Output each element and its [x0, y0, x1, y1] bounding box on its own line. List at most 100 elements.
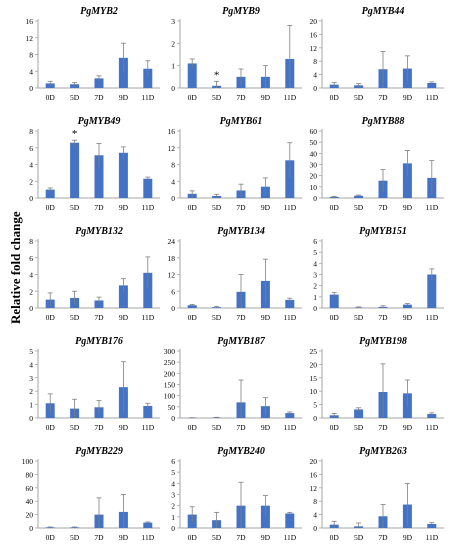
x-tick-label: 9D: [119, 93, 129, 102]
y-tick-label: 2: [171, 502, 175, 511]
x-tick-label: 9D: [403, 533, 413, 542]
y-tick-label: 5: [29, 347, 33, 356]
y-tick-label: 6: [29, 254, 33, 263]
chart-title: PgMYB176: [75, 336, 123, 347]
bar: [143, 523, 152, 528]
y-tick-label: 2: [313, 282, 317, 291]
y-tick-label: 6: [171, 287, 175, 296]
x-tick-label: 9D: [119, 203, 129, 212]
y-tick-label: 6: [29, 144, 33, 153]
y-tick-label: 0: [313, 84, 317, 93]
x-tick-label: 11D: [141, 533, 154, 542]
x-tick-label: 7D: [378, 313, 388, 322]
chart-title: PgMYB229: [75, 446, 123, 457]
x-tick-label: 9D: [261, 313, 271, 322]
y-tick-label: 15: [310, 374, 318, 383]
y-tick-label: 12: [26, 34, 34, 43]
x-tick-label: 11D: [283, 533, 296, 542]
y-tick-label: 150: [164, 381, 176, 390]
y-tick-label: 1: [171, 62, 175, 71]
x-tick-label: 9D: [261, 533, 271, 542]
y-tick-label: 4: [29, 360, 33, 369]
y-tick-label: 16: [26, 17, 34, 26]
x-tick-label: 11D: [283, 313, 296, 322]
y-tick-label: 300: [164, 347, 176, 356]
x-tick-label: 0D: [46, 313, 56, 322]
x-tick-label: 0D: [330, 533, 340, 542]
y-tick-label: 12: [168, 144, 176, 153]
x-tick-label: 7D: [378, 423, 388, 432]
x-tick-label: 7D: [378, 93, 388, 102]
x-tick-label: 0D: [330, 93, 340, 102]
x-tick-label: 11D: [283, 423, 296, 432]
x-tick-label: 7D: [236, 533, 246, 542]
y-tick-label: 8: [171, 161, 175, 170]
x-tick-label: 11D: [141, 203, 154, 212]
x-tick-label: 7D: [236, 93, 246, 102]
y-tick-label: 12: [310, 44, 318, 53]
y-tick-label: 2: [29, 387, 33, 396]
y-tick-label: 20: [310, 457, 318, 466]
chart-title: PgMYB49: [78, 116, 121, 127]
y-tick-label: 2: [171, 39, 175, 48]
y-tick-label: 16: [310, 470, 318, 479]
y-tick-label: 5: [313, 248, 317, 257]
y-tick-label: 0: [313, 304, 317, 313]
x-tick-label: 7D: [94, 203, 104, 212]
y-tick-label: 0: [313, 524, 317, 533]
y-tick-label: 4: [29, 161, 33, 170]
x-tick-label: 0D: [330, 313, 340, 322]
x-tick-label: 11D: [283, 93, 296, 102]
x-tick-label: 0D: [188, 203, 198, 212]
y-tick-label: 8: [313, 57, 317, 66]
x-tick-label: 5D: [354, 423, 364, 432]
y-tick-label: 20: [310, 17, 318, 26]
x-tick-label: 9D: [403, 423, 413, 432]
y-tick-label: 4: [29, 271, 33, 280]
y-tick-label: 0: [29, 194, 33, 203]
x-tick-label: 11D: [425, 93, 438, 102]
x-tick-label: 11D: [425, 313, 438, 322]
y-tick-label: 3: [313, 271, 317, 280]
x-tick-label: 5D: [70, 423, 80, 432]
y-tick-label: 10: [310, 183, 318, 192]
chart-title: PgMYB88: [362, 116, 405, 127]
x-tick-label: 5D: [212, 423, 222, 432]
x-tick-label: 5D: [354, 203, 364, 212]
y-tick-label: 100: [164, 392, 176, 401]
x-tick-label: 7D: [94, 93, 104, 102]
x-tick-label: 7D: [378, 203, 388, 212]
y-tick-label: 4: [29, 67, 33, 76]
y-tick-label: 30: [310, 161, 318, 170]
x-tick-label: 0D: [46, 423, 56, 432]
x-tick-label: 11D: [425, 203, 438, 212]
y-axis-label: Relative fold change: [8, 220, 28, 324]
x-tick-label: 5D: [212, 313, 222, 322]
bar: [70, 143, 79, 198]
y-tick-label: 8: [29, 51, 33, 60]
x-tick-label: 7D: [378, 533, 388, 542]
x-tick-label: 7D: [236, 313, 246, 322]
x-tick-label: 9D: [119, 533, 129, 542]
x-tick-label: 5D: [70, 203, 80, 212]
x-tick-label: 9D: [261, 203, 271, 212]
x-tick-label: 7D: [94, 533, 104, 542]
y-tick-label: 1: [313, 293, 317, 302]
x-tick-label: 7D: [94, 423, 104, 432]
x-tick-label: 5D: [70, 313, 80, 322]
y-tick-label: 3: [29, 374, 33, 383]
y-tick-label: 0: [171, 84, 175, 93]
x-tick-label: 5D: [354, 93, 364, 102]
y-tick-label: 10: [310, 387, 318, 396]
